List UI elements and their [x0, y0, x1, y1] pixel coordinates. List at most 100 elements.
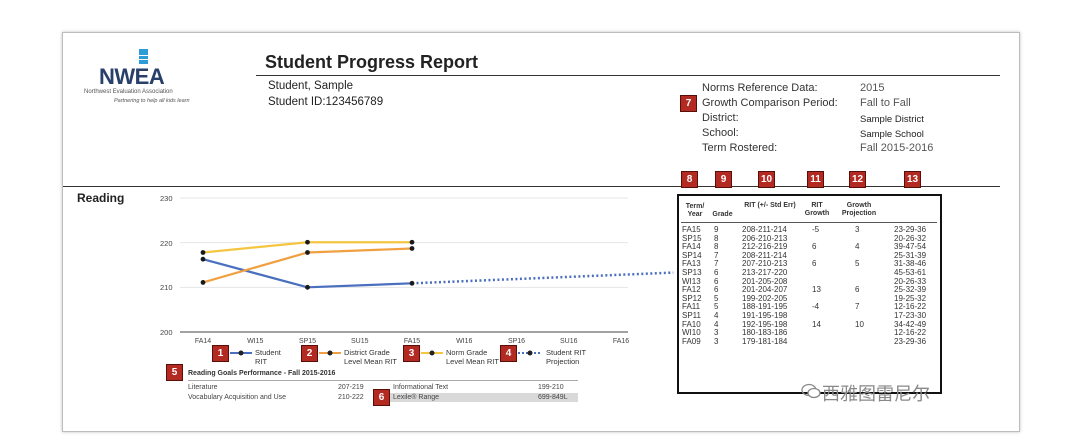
- school-label: School:: [702, 127, 739, 139]
- data-point: [409, 239, 415, 245]
- goal-vocabulary-label: Vocabulary Acquisition and Use: [188, 394, 287, 401]
- student-name: Student, Sample: [268, 80, 354, 92]
- legend-3-line2: Level Mean RIT: [446, 357, 499, 366]
- cell-grade: 6: [714, 276, 719, 286]
- data-point: [409, 246, 415, 251]
- badge-6: 6: [373, 389, 390, 406]
- x-tick-fa15: FA15: [403, 338, 421, 345]
- badge-2: 2: [301, 345, 318, 362]
- legend-norm: Norm Grade Level Mean RIT: [446, 348, 499, 366]
- section-rule: [63, 186, 1000, 187]
- logo-org: Northwest Evaluation Association: [84, 89, 173, 95]
- data-point: [200, 280, 206, 285]
- wechat-icon: [801, 383, 821, 399]
- th-term-year: Term/ Year: [685, 203, 705, 218]
- cell-range: 12-16-22: [894, 328, 927, 338]
- cell-term: SP15: [682, 233, 702, 243]
- cell-rit: 199-202-205: [742, 293, 788, 303]
- cell-term: SP13: [682, 268, 702, 277]
- goal-lexile-value: 699-849L: [538, 394, 568, 401]
- data-point: [200, 250, 206, 255]
- legend-4-line2: Projection: [546, 357, 580, 366]
- cell-range: 20-26-33: [894, 276, 927, 286]
- cell-grade: 6: [714, 285, 719, 295]
- cell-term: SP14: [682, 250, 702, 260]
- cell-rit: 188-191-195: [742, 302, 788, 312]
- logo-tagline: Partnering to help all kids learn: [114, 98, 190, 104]
- cell-growth-projection: 4: [855, 242, 860, 252]
- cell-term: FA13: [682, 259, 701, 269]
- cell-term: FA11: [682, 302, 701, 312]
- badge-12: 12: [849, 171, 866, 188]
- cell-term: FA14: [682, 242, 701, 252]
- cell-term: FA09: [682, 336, 701, 346]
- data-point: [305, 250, 310, 255]
- badge-11: 11: [807, 171, 824, 188]
- badge-13: 13: [904, 171, 921, 188]
- legend-4-line1: Student RIT: [546, 348, 587, 357]
- badge-7: 7: [680, 95, 697, 112]
- legend-district: District Grade Level Mean RIT: [344, 348, 397, 366]
- norms-value: 2015: [860, 82, 885, 94]
- cell-rit: 201-205-208: [742, 276, 788, 286]
- data-point: [409, 280, 415, 286]
- cell-growth-projection: 6: [855, 285, 860, 295]
- cell-range: 20-26-32: [894, 233, 927, 243]
- cell-grade: 6: [714, 268, 719, 277]
- y-tick-210: 210: [160, 283, 173, 292]
- cell-rit-growth: 13: [812, 285, 821, 295]
- growth-period-value: Fall to Fall: [860, 97, 911, 109]
- goal-informational-label: Informational Text: [393, 384, 449, 391]
- goal-literature-label: Literature: [188, 384, 218, 391]
- y-tick-220: 220: [160, 239, 173, 248]
- legend-line-student-rit: [230, 350, 252, 356]
- cell-term: SP11: [682, 311, 701, 320]
- cell-grade: 4: [714, 311, 719, 320]
- th-grade: Grade: [712, 211, 733, 218]
- data-point: [305, 239, 310, 245]
- cell-growth-projection: 10: [855, 319, 864, 329]
- term-rostered-value: Fall 2015-2016: [860, 142, 934, 154]
- goal-vocabulary-value: 210-222: [338, 394, 364, 401]
- logo-bar-3: [139, 60, 148, 64]
- logo-word: NWEA: [99, 64, 165, 89]
- cell-range: 25-32-39: [894, 285, 927, 295]
- goal-lexile-label: Lexile® Range: [393, 394, 440, 401]
- legend-line-district: [319, 350, 341, 356]
- cell-range: 45-53-61: [894, 268, 927, 277]
- cell-range: 39-47-54: [894, 242, 927, 252]
- cell-rit: 208-211-214: [742, 225, 787, 234]
- cell-range: 17-23-30: [894, 311, 927, 320]
- goal-literature-value: 207-219: [338, 384, 364, 391]
- cell-rit-growth: -4: [812, 302, 820, 312]
- cell-rit: 208-211-214: [742, 250, 787, 260]
- cell-range: 31-38-46: [894, 259, 927, 269]
- cell-grade: 3: [714, 328, 719, 338]
- x-tick-wi16: WI16: [456, 338, 473, 345]
- goal-informational-value: 199-210: [538, 384, 564, 391]
- cell-term: FA12: [682, 285, 701, 295]
- cell-rit: 212-216-219: [742, 242, 788, 252]
- cell-range: 34-42-49: [894, 319, 927, 329]
- growth-period-label: Growth Comparison Period:: [702, 97, 838, 109]
- cell-rit-growth: 6: [812, 242, 817, 252]
- cell-grade: 5: [714, 293, 719, 303]
- logo-bar-2: [139, 56, 148, 59]
- legend-line-projection: [518, 350, 542, 356]
- cell-term: SP12: [682, 293, 702, 303]
- cell-grade: 7: [714, 250, 719, 260]
- legend-1-line2: RIT: [255, 357, 268, 366]
- cell-term: WI13: [682, 276, 701, 286]
- school-value: Sample School: [860, 129, 924, 140]
- cell-rit-growth: 6: [812, 259, 817, 269]
- cell-grade: 8: [714, 242, 719, 252]
- legend-3-line1: Norm Grade: [446, 348, 488, 357]
- th-growth-projection: Growth Projection: [841, 202, 877, 217]
- cell-rit: 191-195-198: [742, 311, 788, 320]
- cell-rit: 179-181-184: [742, 336, 788, 346]
- district-label: District:: [702, 112, 739, 124]
- cell-range: 25-31-39: [894, 250, 927, 260]
- cell-grade: 7: [714, 259, 719, 269]
- cell-growth-projection: 3: [855, 225, 860, 234]
